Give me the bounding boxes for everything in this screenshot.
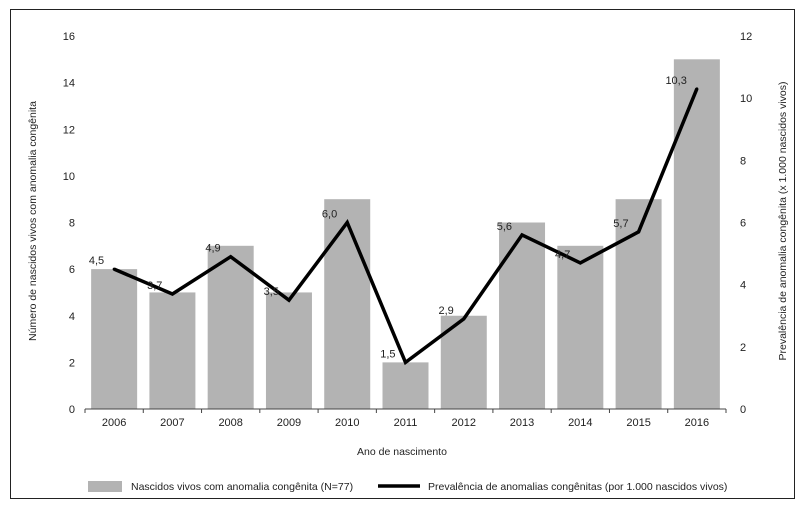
x-tick-label: 2015 — [626, 417, 650, 429]
y2-tick-label: 10 — [740, 93, 752, 105]
line-point-2006 — [112, 267, 116, 271]
line-point-2013 — [520, 233, 524, 237]
left-axis: 0 2 4 6 8 10 12 14 16 — [63, 31, 75, 416]
bar-2016 — [673, 59, 720, 409]
bar-2010 — [324, 199, 371, 409]
data-label: 2,9 — [438, 305, 453, 317]
legend-bar-swatch — [88, 481, 122, 492]
y-tick-label: 4 — [69, 311, 75, 323]
data-label: 3,7 — [147, 280, 162, 292]
line-point-2009 — [287, 298, 291, 302]
line-point-2015 — [637, 230, 641, 234]
y-tick-label: 12 — [63, 124, 75, 136]
data-label: 5,7 — [613, 218, 628, 230]
bar-2014 — [557, 245, 604, 409]
data-label: 4,9 — [205, 243, 220, 255]
y-tick-label: 8 — [69, 218, 75, 230]
y-tick-label: 14 — [63, 78, 75, 90]
line-point-2012 — [462, 317, 466, 321]
y2-tick-label: 0 — [740, 404, 746, 416]
data-label: 10,3 — [665, 75, 686, 87]
prevalence-line — [113, 88, 699, 366]
x-tick-label: 2008 — [218, 417, 242, 429]
bar-2015 — [615, 199, 662, 409]
line-point-2008 — [229, 255, 233, 259]
data-label: 6,0 — [322, 209, 337, 221]
x-tick-label: 2011 — [394, 417, 418, 429]
bar-2011 — [382, 362, 429, 409]
y-tick-label: 2 — [69, 357, 75, 369]
y2-tick-label: 2 — [740, 342, 746, 354]
y-axis-title: Número de nascidos vivos com anomalia co… — [27, 101, 39, 341]
data-label: 4,7 — [555, 249, 570, 261]
chart-frame — [10, 9, 795, 499]
legend-line-label: Prevalência de anomalias congênitas (por… — [428, 481, 727, 493]
y2-tick-label: 6 — [740, 218, 746, 230]
x-tick-label: 2009 — [277, 417, 301, 429]
line-point-2007 — [170, 292, 174, 296]
data-labels: 4,5 3,7 4,9 3,5 6,0 1,5 2,9 5,6 4,7 5,7 10,3 — [89, 75, 687, 361]
x-tick-label: 2006 — [102, 417, 126, 429]
x-tick-label: 2016 — [685, 417, 709, 429]
line-point-2016 — [695, 87, 699, 91]
x-tick-label: 2010 — [335, 417, 359, 429]
line-point-2011 — [404, 360, 407, 364]
y2-tick-label: 8 — [740, 155, 746, 167]
x-tick-label: 2012 — [452, 417, 476, 429]
y2-tick-label: 4 — [740, 280, 746, 292]
x-axis: 2006 2007 2008 2009 2010 2011 2012 2013 2014 2015… — [84, 408, 727, 429]
data-label: 1,5 — [380, 348, 395, 360]
y2-axis-title: Prevalência de anomalia congênita (x 1.0… — [777, 82, 789, 361]
y2-tick-label: 12 — [740, 31, 752, 43]
y-tick-label: 0 — [69, 404, 75, 416]
x-axis-title: Ano de nascimento — [357, 446, 447, 458]
bar-2006 — [91, 269, 138, 409]
data-label: 3,5 — [264, 286, 279, 298]
bar-2008 — [207, 245, 254, 409]
bar-2013 — [499, 222, 546, 409]
y-tick-label: 6 — [69, 264, 75, 276]
data-label: 4,5 — [89, 255, 104, 267]
data-label: 5,6 — [497, 221, 512, 233]
legend: Nascidos vivos com anomalia congênita (N… — [88, 481, 727, 493]
line-series — [112, 87, 699, 366]
line-point-2010 — [345, 221, 349, 224]
x-tick-label: 2014 — [568, 417, 592, 429]
legend-bar-label: Nascidos vivos com anomalia congênita (N… — [131, 481, 353, 493]
y-tick-label: 16 — [63, 31, 75, 43]
right-axis: 0 2 4 6 8 10 12 — [740, 31, 752, 416]
bar-series — [91, 59, 720, 409]
line-point-2014 — [578, 261, 582, 265]
x-tick-label: 2007 — [160, 417, 184, 429]
x-tick-label: 2013 — [510, 417, 534, 429]
bar-2009 — [265, 292, 312, 409]
y-tick-label: 10 — [63, 171, 75, 183]
bar-2007 — [149, 292, 196, 409]
